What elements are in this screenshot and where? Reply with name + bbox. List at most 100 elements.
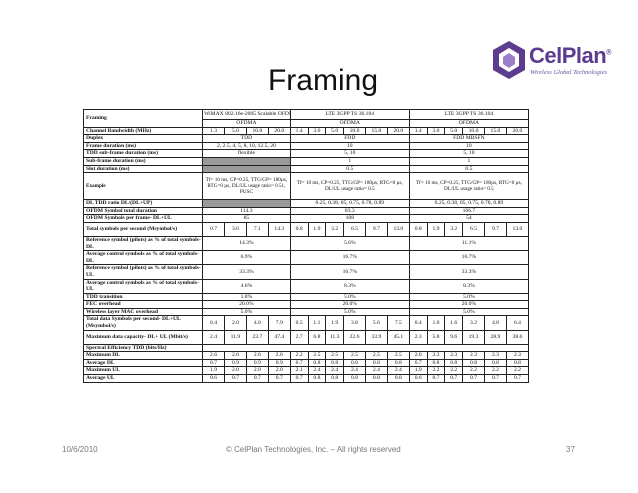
row-label: Example [83,172,204,201]
lte1-value: 45.1 [386,329,410,345]
row-label: Wireless layer MAC overhead [83,307,204,317]
lte2-value: 4.8 [483,315,507,331]
lte2-value: 2.3 [426,351,446,360]
lte2-value: 0.25, 0.38, 05, 0.75, 0.78, 0.89 [408,199,529,208]
lte2-value: 19.3 [462,329,485,345]
lte2-value: 15.0 [483,126,507,136]
table-row: Sub-frame duration (ms) 1 1 [83,156,529,166]
wimax-value: 114.3 [202,206,291,216]
row-label: FEC overhead [83,300,204,309]
row-label: Total symbols per second (Msymbol/s) [83,221,204,237]
row-label: Frame duration (ms) [83,141,204,151]
wimax-value: 2.0 [245,366,269,376]
lte2-value: 2.3 [483,351,507,360]
lte2-value: FDD MBSFN [408,134,529,143]
lte1-value: 1 [289,156,410,166]
wimax-value: 0.7 [245,374,269,383]
wimax-value: 0.9 [267,358,291,368]
row-label: Maximum DL [83,351,204,360]
table-row: DL TDD ratio DL/(DL+UP) 0.25, 0.38, 05, 0… [83,199,529,208]
wimax-value: 2.6 [267,351,291,360]
logo-wordmark: CelPlan® [529,43,611,68]
lte1-value: 1.1 [307,315,327,331]
lte1-value: 0.7 [289,358,309,368]
table-row: Reference symbol (pilots) as % of total … [83,264,529,280]
lte1-value: 10 [289,141,410,151]
wimax-value: 5.0 [223,126,247,136]
wimax-value: 2.6 [245,351,269,360]
wimax-value: 14.3% [202,235,291,252]
lte1-value: 20.0% [289,300,410,309]
lte1-value: 0.8 [364,358,388,368]
lte1-value: 2.4 [364,366,388,376]
lte1-header: LTE 3GPP TS 36.104 [289,109,410,120]
lte1-value: 16.7% [289,264,410,280]
lte2-value: 2.3 [444,351,464,360]
table-row: OFDM Symbol total duration 114.3 83.3 166.7 [83,206,529,216]
lte1-value: 2.4 [307,366,327,376]
lte1-value: 0.7 [289,374,309,383]
wimax-value: 47.4 [267,329,291,345]
lte1-value: 0.5 [289,164,410,174]
lte1-value: FDD [289,134,410,143]
wimax-value: 0.7 [267,374,291,383]
lte1-value: 7.5 [386,315,410,331]
lte2-value: 2.2 [505,366,529,376]
lte2-value: 3.2 [462,315,485,331]
lte1-value: 2.4 [325,366,345,376]
lte2-value: 0.8 [505,358,529,368]
lte2-value: 0.7 [462,374,485,383]
row-label: Sub-frame duration (ms) [83,156,204,166]
framing-comparison-table: Framing WiMAX 802.16e-2005 Scalable OFDM L… [83,109,529,383]
lte1-value: 0.8 [325,358,345,368]
row-label: Maximum UL [83,366,204,376]
table-row: Example Tf= 10 ms, CP=0.25, TTG/GP= 180µs… [83,172,529,201]
row-label: Slot duration (ms) [83,164,204,174]
table-row: Average DL 0.7 0.9 0.9 0.9 0.7 0.8 0.8 0.8 0.8 0.8… [83,358,529,368]
celplan-logo: CelPlan® Wireless Global Technologies [492,38,612,84]
wimax-value: 0.7 [202,358,225,368]
wimax-value: 0.9 [245,358,269,368]
lte1-value: 0.8 [289,221,309,237]
lte2-value: 33.3% [408,264,529,280]
lte1-value: 1.9 [307,221,327,237]
table-row: FEC overhead 20.0% 20.0% 20.0% [83,300,529,309]
wimax-value: 85 [202,214,291,223]
lte1-value: 5.6 [364,315,388,331]
wimax-value: 11.9 [223,329,247,345]
lte2-value: 0.7 [444,374,464,383]
wimax-value: 20.0% [202,300,291,309]
lte2-value: 9.7 [483,221,507,237]
lte1-value: 0.8 [307,358,327,368]
lte2-value: 5.0% [408,292,529,302]
wimax-value: flexible [202,149,291,158]
wimax-empty [202,164,291,174]
lte1-value: 22.6 [343,329,366,345]
lte2-value: 0.5 [408,164,529,174]
lte1-value: 0.25, 0.38, 05, 0.75, 0.78, 0.89 [289,199,410,208]
table-row: Reference symbol (pilots) as % of total … [83,235,529,252]
lte1-value: 2.1 [289,366,309,376]
lte1-value: 2.4 [343,366,366,376]
wimax-value: 2.0 [267,366,291,376]
lte2-value: 2.2 [462,366,485,376]
lte2-value: Tf= 10 ms, CP=0.25, TTG/GP= 180µs, RTG=0… [408,172,529,201]
table-row: Total symbols per second (Msymbol/s) 0.7 3… [83,221,529,237]
framing-table-container: Framing WiMAX 802.16e-2005 Scalable OFDM L… [83,109,529,440]
lte2-value: 0.7 [426,374,446,383]
lte2-value: 9.6 [444,329,464,345]
lte2-value: 0.8 [462,358,485,368]
table-row: Maximum DL 2.6 2.6 2.6 2.6 2.2 2.5 2.5 2.5 2.5 2.5… [83,351,529,360]
lte2-value: 5.0% [408,307,529,317]
table-row: Maximum UL 1.9 2.0 2.0 2.0 2.1 2.4 2.4 2.4 2.4 2.4… [83,366,529,376]
table-row: Frame duration (ms) 2, 2.5, 4, 5, 8, 10, … [83,141,529,151]
row-label: Average control symbols as % of total sy… [83,278,204,294]
table-row: TDD sub-frame duration (ms) flexible 5, 10… [83,149,529,158]
row-label: Reference symbol (pilots) as % of total … [83,264,204,280]
wimax-value: 33.3% [202,264,291,280]
lte2-value: 54 [408,214,529,223]
lte2-value: 6.5 [462,221,485,237]
row-label: OFDM Symbols per frame- DL+UL [83,214,204,223]
lte2-value: 2.2 [483,366,507,376]
wimax-value: 0.4 [202,315,225,331]
